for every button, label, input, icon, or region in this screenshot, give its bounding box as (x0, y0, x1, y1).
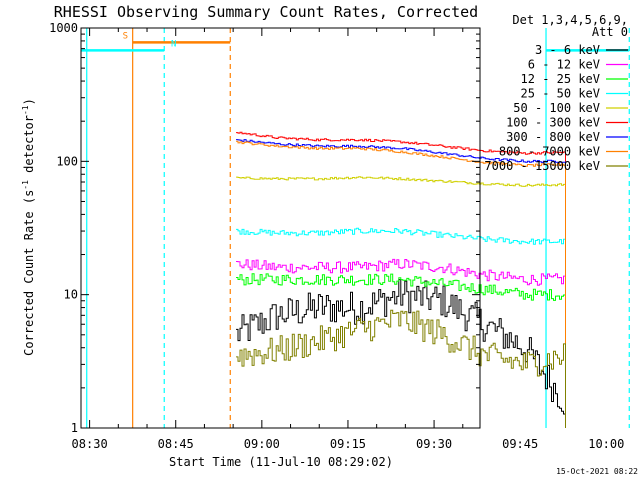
series-line-5 (236, 131, 566, 428)
y-tick-label-3: 1000 (49, 21, 78, 35)
flag-label-N: N (171, 39, 176, 49)
legend-label-8: 7000 - 15000 keV (484, 159, 600, 173)
series-line-6 (236, 139, 566, 428)
series-line-0 (236, 279, 566, 428)
y-tick-label-2: 100 (56, 154, 78, 168)
plot-area: SN (81, 28, 630, 428)
legend-label-1: 6 - 12 keV (528, 58, 600, 72)
legend-header-1: Att 0 (592, 25, 628, 39)
plot-frame (80, 27, 481, 429)
x-tick-label-5: 09:45 (502, 437, 538, 451)
series-line-7 (236, 140, 566, 428)
timestamp-label: 15-Oct-2021 08:22 (556, 467, 638, 476)
series-line-2 (236, 273, 566, 428)
x-tick-label-4: 09:30 (416, 437, 452, 451)
legend-label-7: 800 - 7000 keV (499, 145, 600, 159)
y-tick-label-0: 1 (71, 421, 78, 435)
axes: 08:30 08:45 09:00 09:15 09:30 09:45 10:00 1 10 10… (49, 21, 624, 451)
series-line-4 (236, 176, 566, 428)
legend-label-4: 50 - 100 keV (513, 101, 600, 115)
legend-label-6: 300 - 800 keV (506, 130, 600, 144)
legend-label-2: 12 - 25 keV (521, 72, 600, 86)
series-line-3 (236, 227, 566, 428)
legend-header-0: Det 1,3,4,5,6,9, (512, 13, 628, 27)
series-line-1 (236, 258, 566, 428)
x-tick-label-0: 08:30 (72, 437, 108, 451)
chart-title: RHESSI Observing Summary Count Rates, Co… (54, 3, 478, 21)
flag-label-S: S (123, 31, 128, 41)
series-line-8 (236, 309, 566, 428)
x-tick-label-6: 10:00 (588, 437, 624, 451)
x-tick-label-1: 08:45 (158, 437, 194, 451)
x-tick-label-2: 09:00 (244, 437, 280, 451)
y-axis-label: Corrected Count Rate (s-1 detector-1) (21, 98, 36, 356)
x-tick-label-3: 09:15 (330, 437, 366, 451)
legend-label-5: 100 - 300 keV (506, 116, 600, 130)
x-axis-label: Start Time (11-Jul-10 08:29:02) (169, 455, 393, 469)
legend-label-0: 3 - 6 keV (535, 43, 600, 57)
legend-label-3: 25 - 50 keV (521, 87, 600, 101)
y-tick-label-1: 10 (64, 288, 78, 302)
